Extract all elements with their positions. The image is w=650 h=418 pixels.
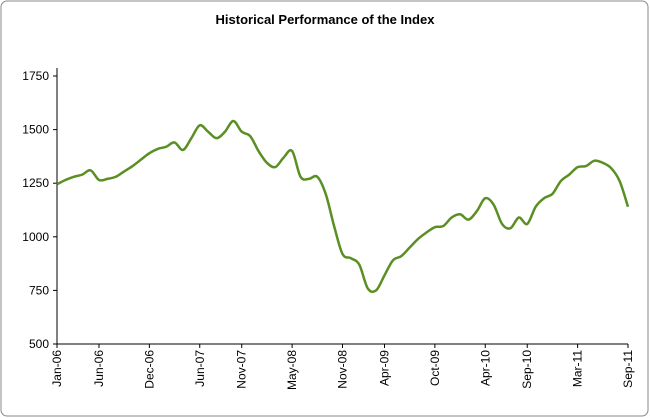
y-tick-label: 1750 bbox=[22, 69, 49, 83]
x-tick-label: May-08 bbox=[285, 350, 299, 390]
y-tick-label: 1250 bbox=[22, 176, 49, 190]
x-tick-label: Jun-06 bbox=[92, 350, 106, 387]
x-tick-label: Sep-10 bbox=[520, 350, 534, 389]
y-tick-label: 1000 bbox=[22, 230, 49, 244]
x-tick-label: Dec-06 bbox=[142, 350, 156, 389]
x-tick-label: Apr-09 bbox=[377, 350, 391, 386]
x-tick-label: Sep-11 bbox=[621, 350, 635, 388]
y-tick-label: 750 bbox=[29, 283, 49, 297]
x-tick-label: Oct-09 bbox=[428, 350, 442, 386]
chart-title: Historical Performance of the Index bbox=[216, 12, 436, 27]
x-tick-label: Apr-10 bbox=[478, 350, 492, 386]
data-line bbox=[56, 119, 630, 294]
x-tick-label: Mar-11 bbox=[571, 350, 585, 387]
x-tick-label: Nov-07 bbox=[235, 350, 249, 389]
y-tick-label: 1500 bbox=[22, 123, 49, 137]
x-tick-label: Jun-07 bbox=[193, 350, 207, 387]
y-tick-label: 500 bbox=[29, 337, 49, 351]
x-tick-label: Nov-08 bbox=[336, 350, 350, 389]
x-tick-label: Jan-06 bbox=[50, 350, 64, 387]
